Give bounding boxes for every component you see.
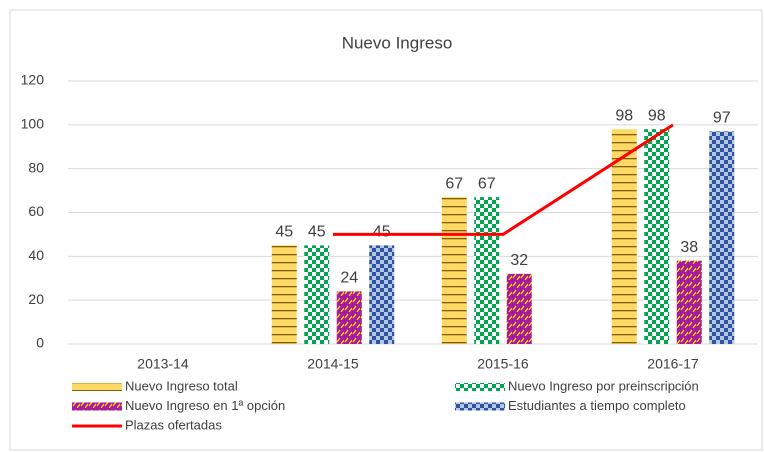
legend-swatch bbox=[455, 383, 505, 391]
y-tick-label: 120 bbox=[21, 72, 45, 88]
data-label: 98 bbox=[615, 107, 633, 124]
bar bbox=[369, 245, 395, 344]
legend-swatch bbox=[72, 402, 122, 411]
y-tick-label: 40 bbox=[28, 247, 44, 263]
legend-label: Plazas ofertadas bbox=[125, 417, 222, 432]
y-tick-label: 100 bbox=[21, 116, 45, 132]
y-tick-label: 20 bbox=[28, 291, 44, 307]
line bbox=[333, 123, 674, 236]
bar bbox=[336, 291, 362, 344]
legend-label: Nuevo Ingreso por preinscripción bbox=[508, 378, 699, 393]
legend-swatch bbox=[72, 383, 122, 391]
data-label: 32 bbox=[510, 252, 528, 269]
legend-label: Nuevo Ingreso total bbox=[125, 378, 238, 393]
data-label: 45 bbox=[275, 224, 293, 241]
data-label: 24 bbox=[340, 270, 358, 287]
legend-label: Estudiantes a tiempo completo bbox=[508, 398, 686, 413]
bar bbox=[506, 273, 532, 344]
data-label: 45 bbox=[308, 224, 326, 241]
data-label: 38 bbox=[680, 239, 698, 256]
y-tick-label: 80 bbox=[28, 159, 44, 175]
x-tick-label: 2014-15 bbox=[307, 356, 359, 372]
bar bbox=[441, 197, 467, 344]
bar bbox=[304, 245, 330, 344]
x-tick-label: 2016-17 bbox=[647, 356, 699, 372]
bar bbox=[644, 129, 670, 344]
x-tick-label: 2015-16 bbox=[477, 356, 529, 372]
bar bbox=[271, 245, 297, 344]
bar bbox=[676, 260, 702, 344]
data-label: 67 bbox=[478, 175, 496, 192]
data-label: 97 bbox=[713, 110, 731, 127]
x-tick-label: 2013-14 bbox=[137, 356, 189, 372]
bar bbox=[611, 129, 637, 344]
legend-label: Nuevo Ingreso en 1ª opción bbox=[125, 398, 285, 413]
chart-title: Nuevo Ingreso bbox=[342, 33, 453, 52]
y-tick-label: 60 bbox=[28, 203, 44, 219]
data-label: 45 bbox=[373, 224, 391, 241]
data-label: 98 bbox=[648, 107, 666, 124]
legend-swatch bbox=[455, 402, 505, 411]
bar bbox=[709, 131, 735, 344]
y-tick-label: 0 bbox=[36, 335, 44, 351]
bar bbox=[474, 197, 500, 344]
data-label: 67 bbox=[445, 175, 463, 192]
